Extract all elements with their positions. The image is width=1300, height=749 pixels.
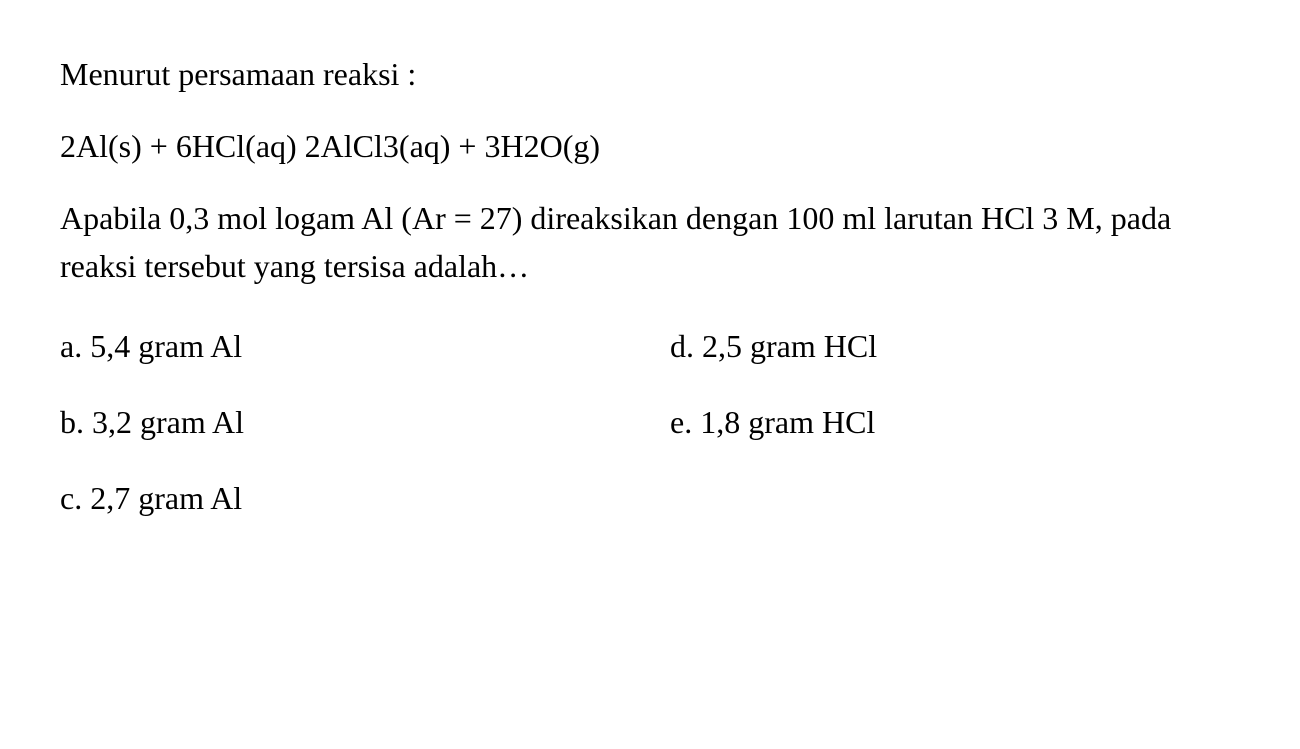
question-intro: Menurut persamaan reaksi : — [60, 50, 1240, 98]
question-body: Apabila 0,3 mol logam Al (Ar = 27) direa… — [60, 194, 1240, 290]
option-e: e. 1,8 gram HCl — [670, 398, 1240, 446]
option-b: b. 3,2 gram Al — [60, 398, 630, 446]
option-d: d. 2,5 gram HCl — [670, 322, 1240, 370]
reaction-equation: 2Al(s) + 6HCl(aq) 2AlCl3(aq) + 3H2O(g) — [60, 122, 1240, 170]
option-c: c. 2,7 gram Al — [60, 474, 630, 522]
options-container: a. 5,4 gram Al d. 2,5 gram HCl b. 3,2 gr… — [60, 322, 1240, 522]
option-a: a. 5,4 gram Al — [60, 322, 630, 370]
